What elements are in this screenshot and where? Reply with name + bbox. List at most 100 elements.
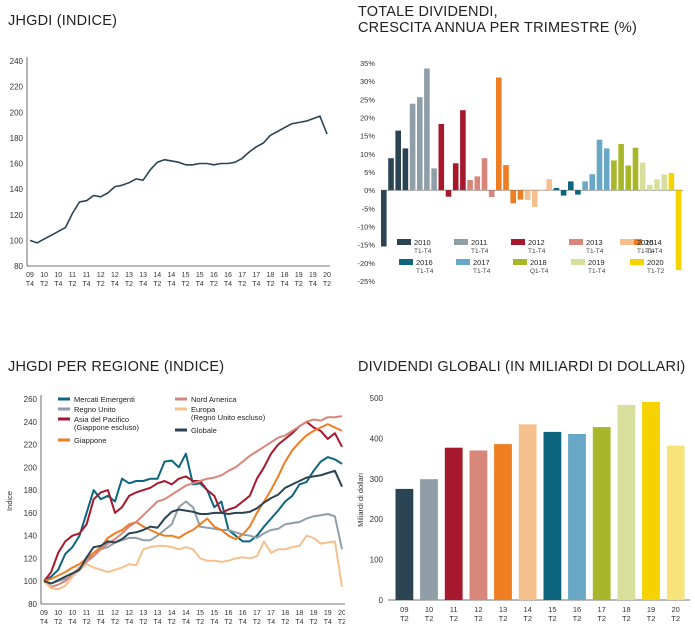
bar: [402, 148, 409, 191]
bar: [474, 176, 481, 191]
x-tick-label: T2: [474, 614, 483, 623]
x-tick-label: T2: [400, 614, 409, 623]
x-tick-label: T2: [523, 614, 532, 623]
bar: [388, 158, 394, 191]
x-tick-label: 12: [474, 605, 482, 614]
bar: [632, 147, 639, 191]
bar: [445, 190, 452, 197]
y-tick-label: 120: [24, 554, 38, 563]
x-tick-label: 10: [54, 610, 62, 617]
x-tick-label: 13: [154, 610, 162, 617]
x-tick-label: T2: [338, 619, 345, 626]
x-tick-label: 14: [153, 272, 161, 279]
x-tick-label: T2: [310, 619, 318, 626]
x-tick-label: T4: [224, 281, 232, 288]
legend-period: Q1-T4: [530, 268, 549, 275]
legend-period: T1-T4: [414, 248, 432, 255]
x-tick-label: T4: [125, 619, 133, 626]
x-tick-label: T2: [181, 281, 189, 288]
chart-title-regions: JHGDI PER REGIONE (INDICE): [8, 359, 225, 375]
x-tick-label: T2: [40, 281, 48, 288]
x-tick-label: T4: [324, 619, 332, 626]
x-tick-label: 19: [324, 610, 332, 617]
series-line-6: [43, 469, 343, 585]
y-tick-label: 220: [24, 441, 38, 450]
x-tick-label: 18: [267, 272, 275, 279]
x-tick-label: 15: [196, 272, 204, 279]
legend-year: 2017: [473, 258, 490, 267]
x-tick-label: 20: [323, 272, 331, 279]
chart-title-jhgdi: JHGDI (INDICE): [8, 13, 118, 29]
y-tick-label: 120: [10, 211, 24, 220]
bar: [539, 190, 545, 191]
x-tick-label: 11: [83, 610, 90, 617]
y-tick-label: 80: [14, 262, 23, 271]
legend-period: T1-T2: [647, 268, 665, 275]
bar: [675, 190, 682, 271]
legend-year: 2012: [528, 238, 545, 247]
x-tick-label: 13: [125, 272, 133, 279]
x-tick-label: T2: [82, 619, 90, 626]
x-tick-label: 15: [548, 605, 556, 614]
bar: [589, 174, 596, 191]
x-tick-label: 10: [68, 610, 76, 617]
x-tick-label: 17: [252, 272, 260, 279]
bar: [568, 181, 574, 191]
bar: [668, 173, 675, 191]
legend-swatch: [620, 239, 634, 245]
x-tick-label: 14: [168, 610, 176, 617]
x-tick-label: T2: [449, 614, 458, 623]
y-tick-label: 240: [10, 57, 24, 66]
bar: [438, 124, 445, 191]
legend-swatch: [456, 259, 470, 265]
legend-swatch: [630, 259, 644, 265]
y-tick-label: 300: [370, 475, 384, 484]
legend-label: Regno Unito: [74, 405, 116, 414]
bar: [381, 190, 387, 247]
bar: [603, 148, 610, 191]
bar: [611, 160, 617, 191]
bar: [467, 180, 473, 191]
bar: [575, 190, 581, 195]
x-tick-label: T2: [295, 281, 303, 288]
x-tick-label: T4: [267, 619, 275, 626]
x-tick-label: 19: [295, 272, 303, 279]
x-tick-label: T2: [125, 281, 133, 288]
legend-period: T1-T4: [473, 268, 491, 275]
x-tick-label: 10: [425, 605, 433, 614]
x-tick-label: T2: [196, 619, 204, 626]
y-tick-label: 200: [370, 515, 384, 524]
x-tick-label: T2: [153, 281, 161, 288]
x-tick-label: 19: [310, 610, 318, 617]
x-tick-label: 15: [182, 272, 190, 279]
x-tick-label: 15: [196, 610, 204, 617]
x-tick-label: 12: [97, 272, 105, 279]
x-tick-label: T2: [548, 614, 557, 623]
x-tick-label: 19: [309, 272, 317, 279]
legend-swatch: [511, 239, 525, 245]
bar: [642, 402, 660, 600]
legend-year: 2015: [637, 238, 654, 247]
series-line-2: [43, 420, 343, 582]
x-tick-label: T2: [281, 619, 289, 626]
x-tick-label: 11: [69, 272, 76, 279]
x-tick-label: 20: [671, 605, 679, 614]
bar: [488, 190, 495, 198]
y-tick-label: 15%: [360, 132, 375, 141]
x-tick-label: T2: [139, 619, 147, 626]
y-tick-label: 140: [10, 185, 24, 194]
legend-period: T1-T4: [637, 248, 655, 255]
bar: [481, 158, 488, 191]
y-tick-label: 100: [24, 577, 38, 586]
legend-period: T1-T4: [416, 268, 434, 275]
x-tick-label: 20: [338, 610, 345, 617]
x-tick-label: 11: [83, 272, 90, 279]
x-tick-label: 16: [573, 605, 581, 614]
bar: [517, 190, 524, 200]
legend-year: 2011: [471, 238, 487, 247]
bar: [568, 434, 586, 600]
chart-jhgdi-index: 80 100 120 140 160 180 200 220 240 09 T4 10 T2 10 T4 11…: [10, 57, 331, 288]
x-tick-label: T4: [280, 281, 288, 288]
y-tick-label: 20%: [360, 114, 375, 123]
legend-year: 2019: [588, 258, 605, 267]
